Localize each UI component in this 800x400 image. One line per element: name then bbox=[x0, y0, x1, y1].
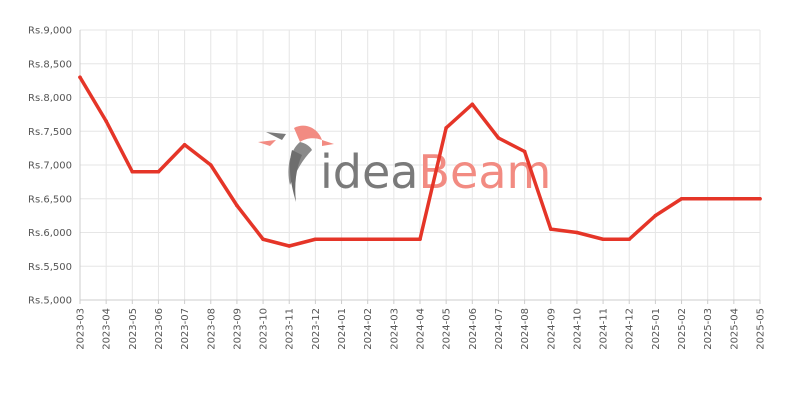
data-point bbox=[130, 169, 135, 174]
y-tick-label: Rs.6,000 bbox=[28, 228, 72, 239]
data-point bbox=[705, 196, 710, 201]
data-point bbox=[679, 196, 684, 201]
axes bbox=[79, 30, 760, 301]
data-point bbox=[339, 237, 344, 242]
x-tick-label: 2023-11 bbox=[285, 308, 296, 350]
data-point bbox=[627, 237, 632, 242]
y-tick-label: Rs.9,000 bbox=[28, 26, 72, 37]
data-point bbox=[182, 142, 187, 147]
x-axis-ticks: 2023-03 2023-04 2023-05 2023-06 2023-07 2023-… bbox=[76, 300, 767, 350]
y-tick-label: Rs.7,500 bbox=[28, 127, 72, 138]
data-point bbox=[758, 196, 762, 201]
x-tick-label: 2025-02 bbox=[677, 308, 688, 350]
x-tick-label: 2025-03 bbox=[703, 308, 714, 350]
data-point bbox=[156, 169, 161, 174]
y-tick-label: Rs.8,500 bbox=[28, 59, 72, 70]
x-tick-label: 2023-12 bbox=[311, 308, 322, 350]
data-point bbox=[418, 237, 422, 242]
y-tick-label: Rs.6,500 bbox=[28, 194, 72, 205]
series-layer bbox=[78, 75, 762, 248]
ideabeam-watermark: ideaBeam bbox=[258, 125, 551, 202]
x-tick-label: 2024-04 bbox=[416, 308, 427, 350]
y-tick-label: Rs.5,500 bbox=[28, 262, 72, 273]
x-tick-label: 2024-03 bbox=[389, 308, 400, 350]
x-tick-label: 2023-03 bbox=[76, 308, 87, 350]
data-point bbox=[444, 126, 448, 130]
data-point bbox=[104, 119, 108, 123]
x-tick-label: 2025-01 bbox=[651, 308, 662, 350]
x-tick-label: 2025-05 bbox=[756, 308, 767, 350]
x-tick-label: 2024-01 bbox=[337, 308, 348, 350]
y-tick-label: Rs.7,000 bbox=[28, 161, 72, 172]
x-tick-label: 2023-04 bbox=[102, 308, 113, 350]
watermark-idea: idea bbox=[320, 145, 418, 199]
data-point bbox=[470, 102, 475, 107]
x-tick-label: 2024-02 bbox=[363, 308, 374, 350]
data-point bbox=[575, 230, 579, 235]
data-point bbox=[365, 237, 370, 242]
data-point bbox=[392, 237, 396, 242]
data-point bbox=[732, 196, 736, 201]
x-tick-label: 2023-09 bbox=[232, 308, 243, 350]
x-tick-label: 2024-11 bbox=[599, 308, 610, 350]
x-tick-label: 2024-08 bbox=[520, 308, 531, 350]
x-tick-label: 2024-12 bbox=[625, 308, 636, 350]
x-tick-label: 2023-08 bbox=[206, 308, 217, 350]
x-tick-label: 2024-09 bbox=[546, 308, 557, 350]
x-tick-label: 2024-07 bbox=[494, 308, 505, 350]
data-point bbox=[208, 163, 213, 167]
x-tick-label: 2023-05 bbox=[128, 308, 139, 350]
data-point bbox=[287, 244, 292, 248]
data-point bbox=[235, 203, 239, 208]
data-point bbox=[522, 149, 527, 154]
y-tick-label: Rs.8,000 bbox=[28, 93, 72, 104]
x-tick-label: 2023-07 bbox=[180, 308, 191, 350]
data-point bbox=[313, 237, 318, 242]
x-tick-label: 2025-04 bbox=[729, 308, 740, 350]
bird-logo-icon bbox=[258, 125, 334, 202]
data-point bbox=[548, 227, 553, 231]
x-tick-label: 2024-05 bbox=[442, 308, 453, 350]
x-tick-label: 2023-06 bbox=[154, 308, 165, 350]
x-tick-label: 2024-10 bbox=[572, 308, 583, 350]
data-point bbox=[653, 213, 658, 218]
data-point bbox=[78, 75, 82, 80]
x-tick-label: 2023-10 bbox=[259, 308, 270, 350]
data-point bbox=[261, 237, 265, 242]
data-point bbox=[601, 237, 605, 242]
y-axis-ticks: Rs.5,000 Rs.5,500 Rs.6,000 Rs.6,500 Rs.7,000… bbox=[28, 26, 72, 307]
y-tick-label: Rs.5,000 bbox=[28, 296, 72, 307]
x-tick-label: 2024-06 bbox=[468, 308, 479, 350]
data-point bbox=[496, 136, 501, 140]
